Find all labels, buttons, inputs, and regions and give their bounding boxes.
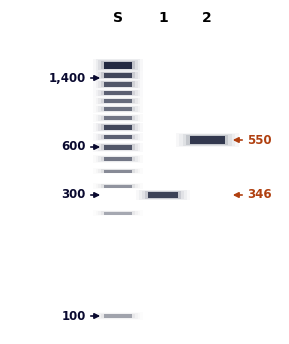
Bar: [98, 98, 138, 104]
Bar: [96, 60, 140, 71]
Bar: [98, 313, 138, 319]
Bar: [98, 184, 138, 188]
Bar: [96, 115, 140, 121]
Bar: [186, 135, 228, 145]
Bar: [96, 169, 140, 173]
Bar: [93, 59, 143, 71]
Bar: [98, 90, 138, 96]
Bar: [98, 156, 138, 162]
Bar: [182, 135, 231, 146]
Bar: [98, 143, 138, 151]
Bar: [98, 211, 138, 215]
Bar: [145, 191, 181, 198]
Bar: [190, 136, 225, 144]
Bar: [175, 133, 238, 147]
Bar: [96, 211, 140, 215]
Bar: [101, 72, 135, 78]
Bar: [98, 60, 138, 70]
Bar: [104, 184, 132, 187]
Text: 1,400: 1,400: [49, 72, 86, 85]
Bar: [98, 80, 138, 87]
Bar: [96, 184, 140, 189]
Bar: [93, 115, 143, 121]
Bar: [104, 157, 132, 161]
Bar: [101, 124, 135, 130]
Bar: [104, 73, 132, 77]
Bar: [93, 183, 143, 189]
Bar: [104, 91, 132, 95]
Bar: [101, 116, 135, 120]
Bar: [104, 62, 132, 68]
Bar: [101, 314, 135, 319]
Bar: [139, 190, 187, 200]
Bar: [93, 71, 143, 79]
Bar: [98, 106, 138, 112]
Bar: [93, 155, 143, 163]
Bar: [98, 115, 138, 121]
Text: 550: 550: [247, 133, 272, 147]
Bar: [148, 192, 178, 198]
Bar: [104, 135, 132, 139]
Bar: [104, 212, 132, 215]
Text: 346: 346: [247, 189, 272, 202]
Bar: [101, 61, 135, 69]
Bar: [104, 144, 132, 150]
Bar: [96, 156, 140, 162]
Bar: [93, 210, 143, 216]
Bar: [93, 168, 143, 174]
Bar: [98, 123, 138, 130]
Bar: [96, 106, 140, 112]
Bar: [101, 90, 135, 95]
Bar: [104, 99, 132, 103]
Bar: [104, 116, 132, 120]
Bar: [101, 99, 135, 104]
Bar: [101, 211, 135, 215]
Bar: [98, 169, 138, 173]
Text: 2: 2: [202, 11, 212, 25]
Bar: [93, 89, 143, 97]
Bar: [98, 134, 138, 140]
Bar: [96, 90, 140, 96]
Bar: [93, 142, 143, 151]
Bar: [179, 133, 235, 147]
Text: 100: 100: [62, 310, 86, 323]
Bar: [93, 105, 143, 112]
Bar: [93, 97, 143, 105]
Bar: [96, 71, 140, 79]
Text: 1: 1: [158, 11, 168, 25]
Bar: [96, 80, 140, 88]
Bar: [101, 184, 135, 188]
Bar: [136, 190, 190, 201]
Bar: [96, 98, 140, 104]
Bar: [104, 82, 132, 86]
Bar: [93, 122, 143, 131]
Bar: [101, 157, 135, 161]
Bar: [96, 123, 140, 131]
Bar: [104, 107, 132, 111]
Bar: [93, 79, 143, 88]
Bar: [101, 135, 135, 139]
Bar: [96, 143, 140, 151]
Bar: [96, 134, 140, 140]
Bar: [96, 313, 140, 319]
Text: S: S: [113, 11, 123, 25]
Text: 300: 300: [62, 189, 86, 202]
Bar: [101, 81, 135, 87]
Bar: [104, 314, 132, 318]
Bar: [142, 191, 184, 199]
Bar: [101, 144, 135, 150]
Bar: [93, 133, 143, 141]
Text: 600: 600: [62, 140, 86, 153]
Bar: [104, 125, 132, 129]
Bar: [104, 170, 132, 172]
Bar: [101, 169, 135, 173]
Bar: [98, 72, 138, 78]
Bar: [93, 312, 143, 320]
Bar: [101, 107, 135, 111]
